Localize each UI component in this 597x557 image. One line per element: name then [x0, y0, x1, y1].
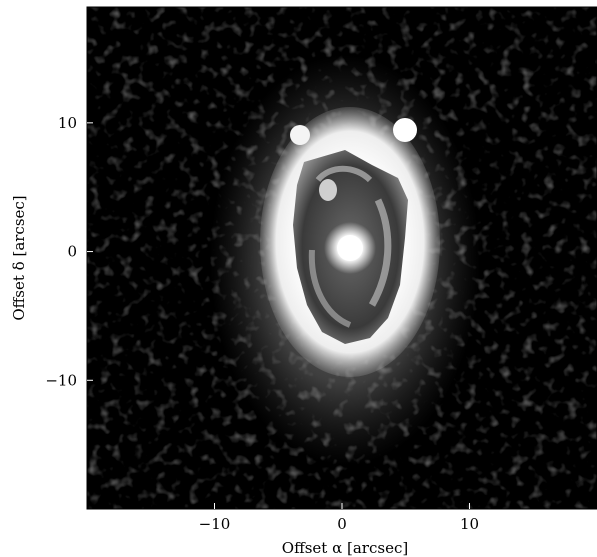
x-tick-label: 0: [337, 515, 347, 533]
y-tick-label: 0: [67, 243, 77, 261]
x-axis-ticks: −10 0 10: [199, 503, 479, 533]
x-tick-label: −10: [199, 515, 231, 533]
x-tick-label: 10: [460, 515, 479, 533]
image-plot-area: [87, 7, 597, 509]
x-axis-label: Offset α [arcsec]: [282, 539, 408, 557]
y-tick-label: 10: [58, 114, 77, 132]
y-axis-label: Offset δ [arcsec]: [10, 195, 28, 320]
y-axis-ticks: 10 0 −10: [45, 114, 93, 389]
y-tick-label: −10: [45, 371, 77, 389]
